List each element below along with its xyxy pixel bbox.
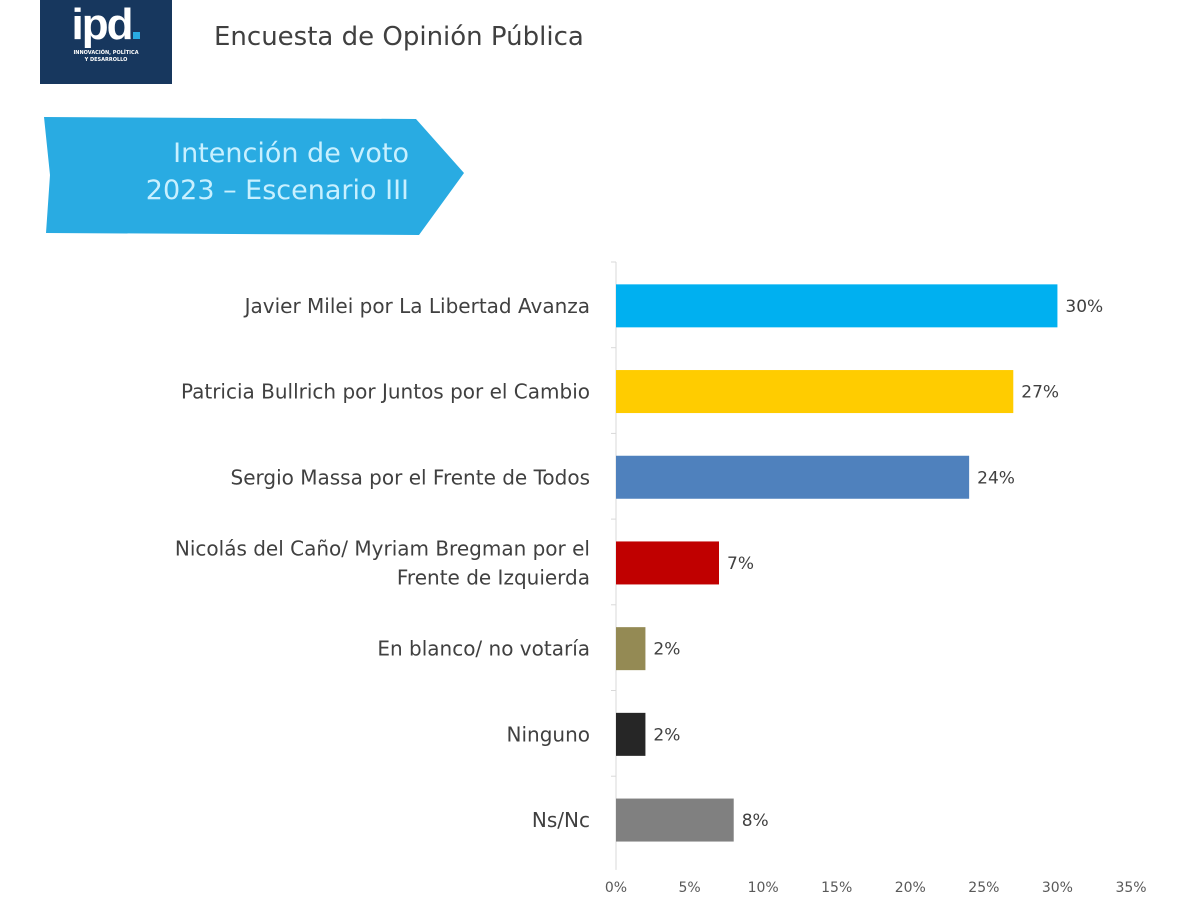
data-label: 7% — [727, 554, 754, 574]
ipd-logo: ipd INNOVACIÓN, POLÍTICA Y DESARROLLO — [40, 0, 172, 84]
bar — [616, 455, 970, 499]
category-label: Frente de Izquierda — [397, 565, 590, 589]
x-tick-label: 20% — [895, 880, 926, 896]
bar — [616, 541, 719, 585]
x-tick-label: 15% — [821, 880, 852, 896]
x-tick-label: 35% — [1115, 880, 1146, 896]
chart-title-line1: Intención de voto — [173, 138, 409, 169]
page-title: Encuesta de Opinión Pública — [214, 22, 584, 52]
category-label: Patricia Bullrich por Juntos por el Camb… — [181, 380, 590, 404]
x-tick-label: 5% — [678, 880, 700, 896]
logo-subtitle-2: Y DESARROLLO — [84, 57, 128, 63]
data-label: 2% — [653, 640, 680, 660]
category-label: Javier Milei por La Libertad Avanza — [243, 294, 590, 318]
x-tick-label: 10% — [748, 880, 779, 896]
title-banner — [44, 117, 464, 235]
data-label: 27% — [1021, 383, 1059, 403]
chart-title: Intención de voto 2023 – Escenario III — [44, 135, 409, 209]
bar — [616, 284, 1058, 328]
chart-title-line2: 2023 – Escenario III — [145, 175, 409, 206]
category-label: Nicolás del Caño/ Myriam Bregman por el — [175, 536, 590, 560]
category-label: En blanco/ no votaría — [377, 637, 590, 661]
logo-subtitle: INNOVACIÓN, POLÍTICA — [73, 50, 139, 56]
category-label: Ninguno — [507, 722, 590, 746]
data-label: 8% — [742, 811, 769, 831]
data-label: 2% — [653, 725, 680, 745]
x-tick-label: 25% — [968, 880, 999, 896]
bar — [616, 370, 1014, 414]
data-label: 24% — [977, 468, 1015, 488]
data-label: 30% — [1065, 297, 1103, 317]
category-label: Ns/Nc — [532, 808, 590, 832]
bar-chart: 30% Javier Milei por La Libertad Avanza 27… — [175, 261, 1147, 896]
category-label: Sergio Massa por el Frente de Todos — [231, 465, 591, 489]
bar — [616, 712, 646, 756]
logo-text: ipd — [71, 0, 134, 49]
bar — [616, 627, 646, 671]
x-tick-label: 0% — [605, 880, 627, 896]
bar — [616, 798, 734, 842]
x-tick-label: 30% — [1042, 880, 1073, 896]
